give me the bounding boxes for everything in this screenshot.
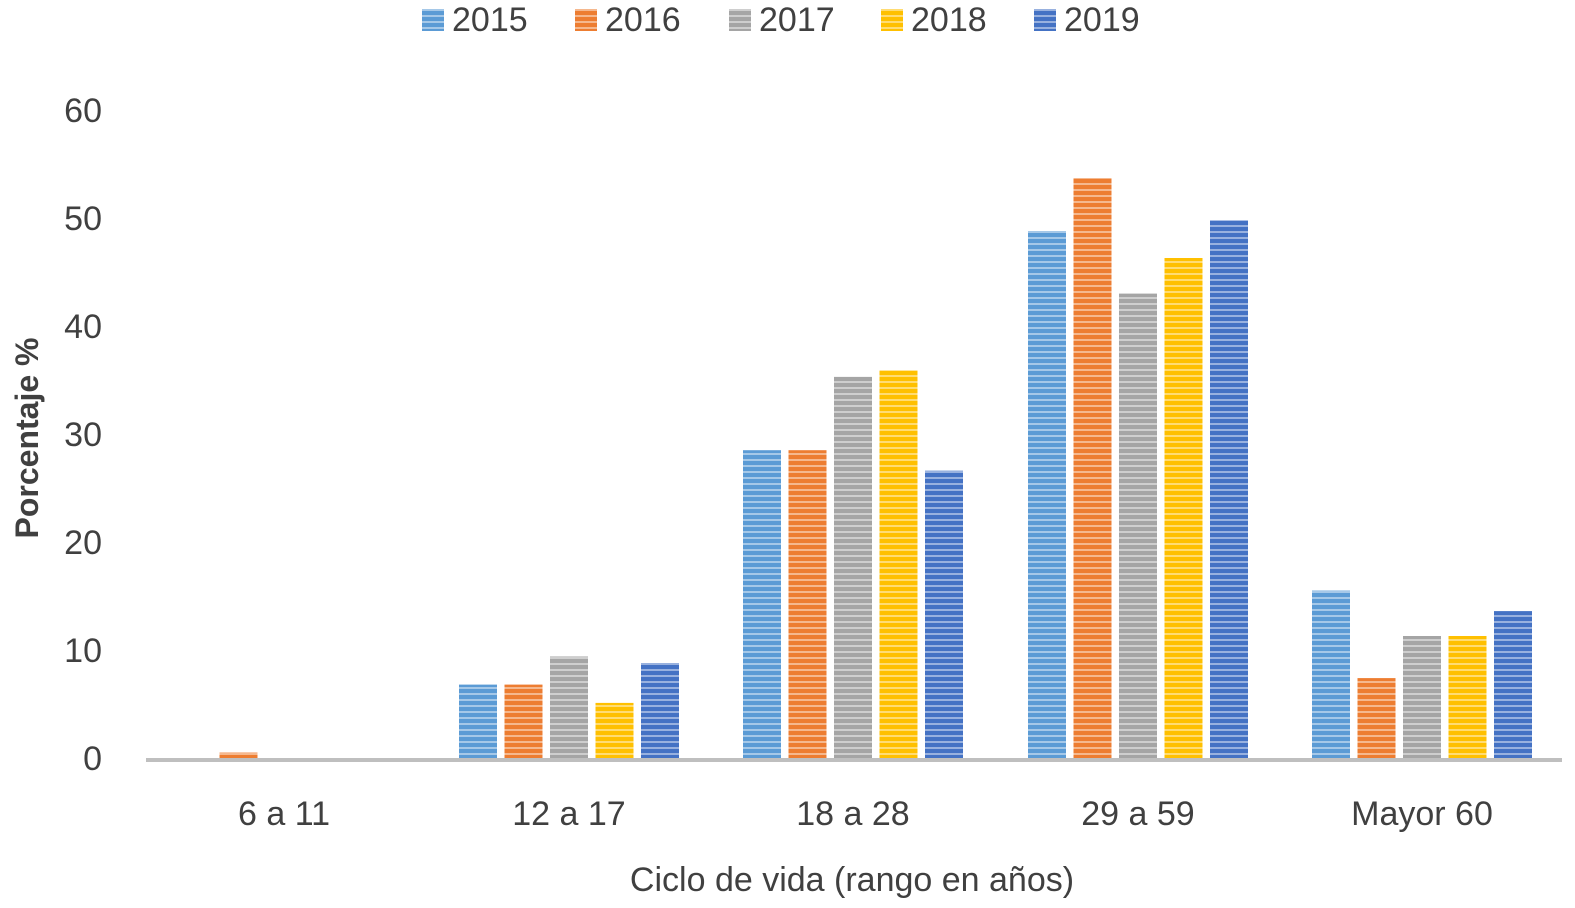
legend-swatch-2019 [1034,9,1056,31]
y-tick-label: 20 [64,524,102,562]
bar-2019-2 [925,470,963,758]
x-tick-label: 12 a 17 [512,795,625,833]
bar-2016-0 [219,752,258,758]
y-tick-label: 0 [83,740,102,778]
legend-swatch-2015 [422,9,444,31]
x-tick-label: 29 a 59 [1081,795,1194,833]
x-tick-label: 6 a 11 [238,795,330,833]
bar-2018-4 [1448,636,1487,758]
bar-2015-1 [459,684,497,758]
y-tick-label: 30 [64,416,102,454]
y-tick-label: 50 [64,200,102,238]
legend-swatch-2017 [729,9,751,31]
y-tick-label: 60 [64,92,102,130]
x-axis-title: Ciclo de vida (rango en años) [630,861,1074,899]
bar-2015-2 [743,450,781,758]
legend-label-2017: 2017 [759,1,835,39]
bar-2018-2 [879,370,918,758]
bar-2018-1 [595,702,634,758]
y-axis-title: Porcentaje % [9,338,45,539]
bar-2017-4 [1403,636,1441,758]
legend-label-2019: 2019 [1064,1,1140,39]
bar-2015-4 [1312,590,1350,758]
bar-2018-3 [1164,258,1203,758]
x-axis-ticks: 6 a 11 12 a 17 18 a 28 29 a 59 Mayor 60 [238,795,1493,833]
x-tick-label: Mayor 60 [1351,795,1493,833]
y-axis-ticks: 0 10 20 30 40 50 60 [64,92,102,778]
bar-2016-2 [788,450,827,758]
legend-label-2018: 2018 [911,1,987,39]
legend: 2015 2016 2017 2018 2019 [422,1,1140,39]
bars [219,178,1532,758]
legend-label-2015: 2015 [452,1,528,39]
legend-label-2016: 2016 [605,1,681,39]
bar-2019-3 [1210,220,1248,758]
bar-2019-1 [641,663,679,758]
bar-2015-3 [1028,231,1066,758]
y-tick-label: 10 [64,632,102,670]
bar-2016-3 [1073,178,1112,758]
bar-2017-3 [1119,293,1157,758]
bar-2016-4 [1357,678,1396,758]
bar-2016-1 [504,684,543,758]
bar-2017-2 [834,376,872,758]
x-tick-label: 18 a 28 [796,795,909,833]
legend-swatch-2016 [575,9,597,31]
bar-2019-4 [1494,611,1532,758]
bar-2017-1 [550,656,588,758]
y-tick-label: 40 [64,308,102,346]
legend-swatch-2018 [881,9,903,31]
